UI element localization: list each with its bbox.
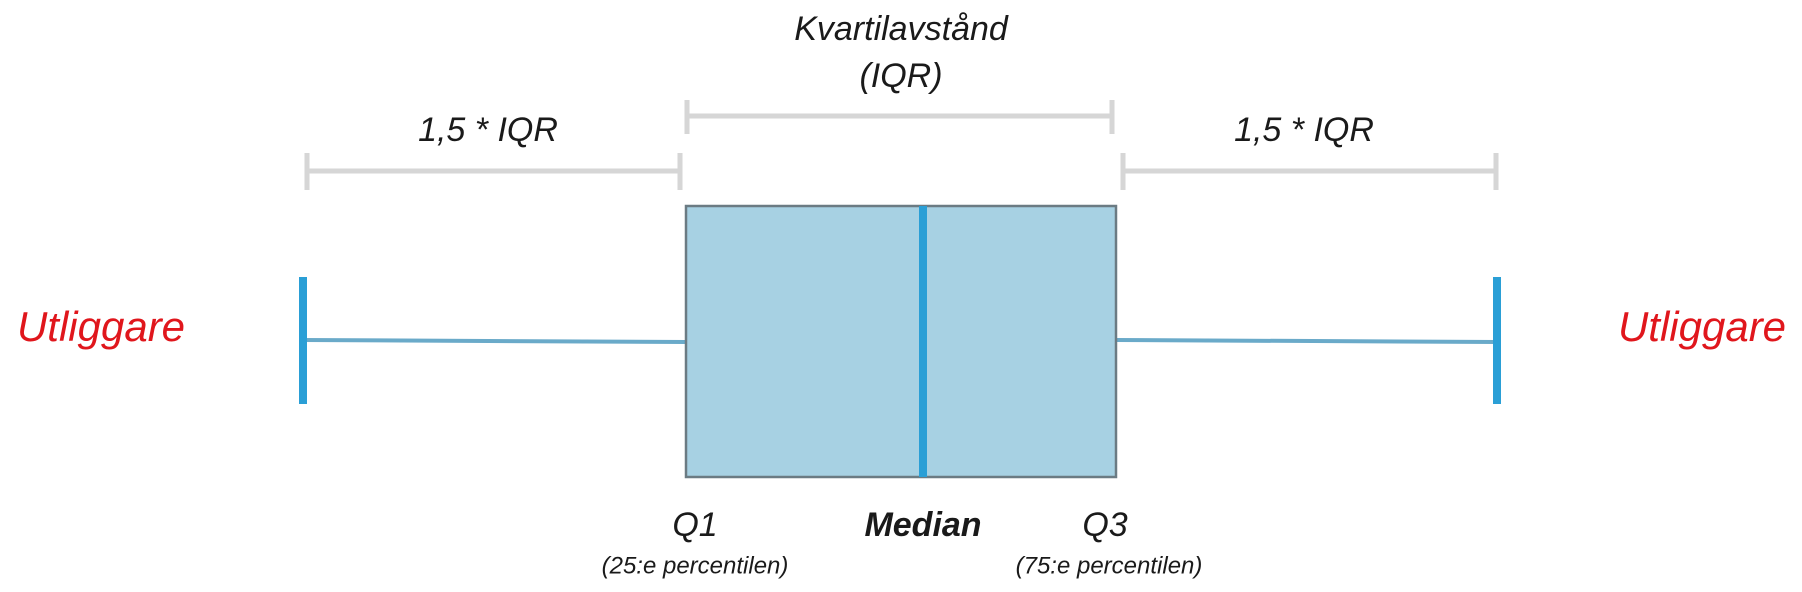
left-range-bracket [304, 153, 683, 190]
q1-note: (25:e percentilen) [602, 552, 789, 579]
q1-label: Q1 [672, 506, 717, 544]
iqr-subtitle: (IQR) [859, 57, 942, 95]
iqr-bracket [684, 100, 1115, 134]
right-range-label: 1,5 * IQR [1234, 111, 1374, 149]
iqr-title: Kvartilavstånd [794, 10, 1009, 48]
box [684, 204, 1118, 479]
right-range-bracket [1120, 153, 1499, 190]
right-outlier-label: Utliggare [1618, 303, 1786, 350]
q3-note: (75:e percentilen) [1016, 552, 1203, 579]
median-label: Median [864, 506, 981, 544]
left-outlier-label: Utliggare [17, 303, 185, 350]
left-range-label: 1,5 * IQR [418, 111, 558, 149]
q3-label: Q3 [1082, 506, 1127, 544]
right-whisker [1115, 338, 1498, 344]
left-whisker [302, 338, 687, 344]
